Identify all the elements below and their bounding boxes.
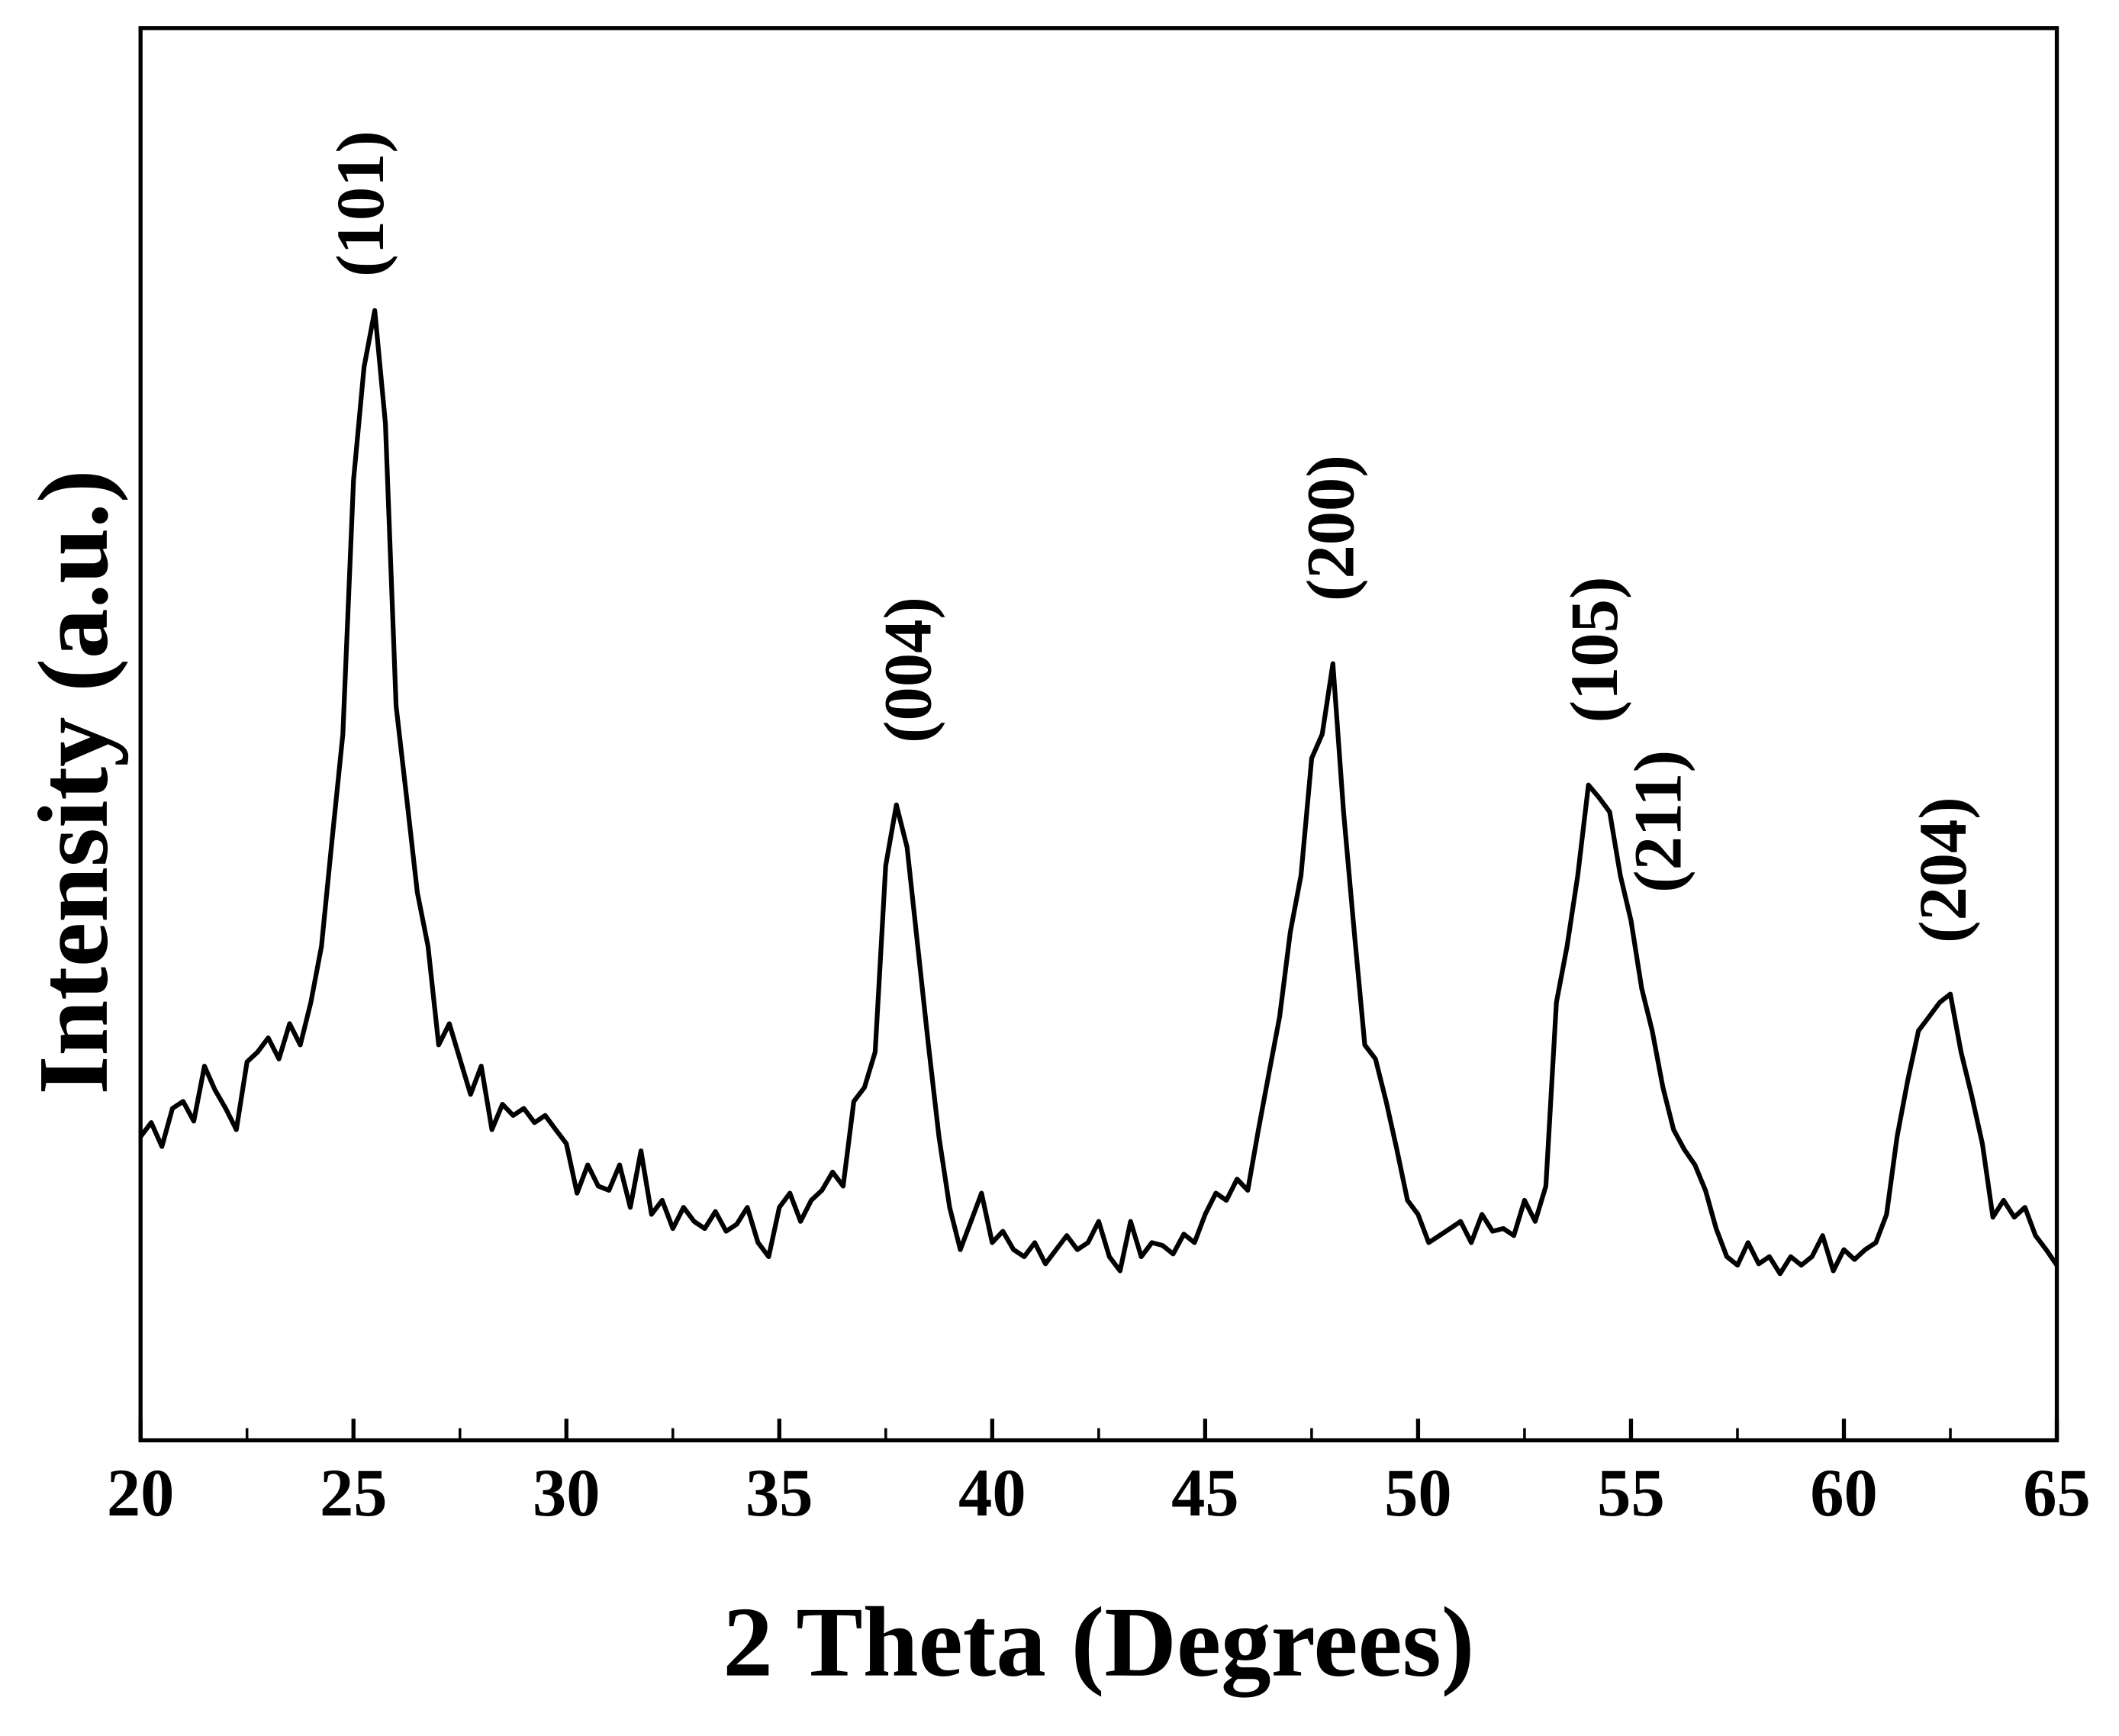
x-tick-label: 55 bbox=[1597, 1456, 1665, 1531]
peak-label: (200) bbox=[1294, 455, 1369, 601]
x-tick-label: 45 bbox=[1171, 1456, 1239, 1531]
peak-label: (105) bbox=[1557, 577, 1632, 723]
x-axis-label: 2 Theta (Degrees) bbox=[723, 1587, 1474, 1698]
x-tick-label: 65 bbox=[2023, 1456, 2091, 1531]
peak-label: (004) bbox=[871, 597, 945, 743]
x-tick-label: 20 bbox=[107, 1456, 175, 1531]
peak-label: (204) bbox=[1906, 797, 1981, 943]
y-axis-label: Intensity (a.u.) bbox=[18, 469, 129, 1094]
peak-label: (101) bbox=[324, 130, 398, 277]
x-tick-label: 50 bbox=[1384, 1456, 1452, 1531]
peak-label: (211) bbox=[1621, 750, 1696, 893]
x-tick-label: 25 bbox=[320, 1456, 388, 1531]
x-tick-label: 60 bbox=[1810, 1456, 1878, 1531]
xrd-line bbox=[138, 308, 2059, 1277]
x-tick-label: 35 bbox=[746, 1456, 813, 1531]
x-tick-label: 30 bbox=[533, 1456, 601, 1531]
x-tick-label: 40 bbox=[958, 1456, 1026, 1531]
